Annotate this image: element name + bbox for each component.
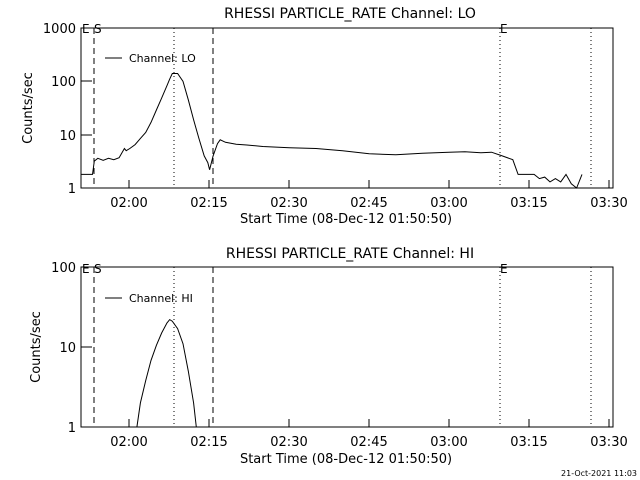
x-tick-label: 02:15 (190, 435, 227, 450)
marker-label: E (500, 262, 508, 276)
x-tick-label: 02:45 (350, 196, 387, 211)
x-tick-label: 03:30 (590, 435, 627, 450)
chart-title: RHESSI PARTICLE_RATE Channel: HI (226, 246, 474, 262)
x-tick-label: 03:15 (510, 196, 547, 211)
x-axis: 02:00 02:15 02:30 02:45 03:00 03:15 03:3… (110, 180, 628, 211)
x-tick-label: 02:30 (270, 435, 307, 450)
chart-title: RHESSI PARTICLE_RATE Channel: LO (224, 6, 476, 22)
x-tick-label: 02:00 (110, 435, 147, 450)
x-tick-label: 02:00 (110, 196, 147, 211)
y-tick-label: 1 (68, 421, 76, 436)
y-tick-label: 100 (51, 261, 76, 276)
plot-frame (80, 266, 614, 428)
y-axis-label: Counts/sec (21, 72, 36, 144)
x-tick-label: 03:30 (590, 196, 627, 211)
marker-label: E (82, 262, 90, 276)
x-axis: 02:00 02:15 02:30 02:45 03:00 03:15 03:3… (110, 419, 628, 450)
y-axis: 1 10 100 1000 (43, 22, 92, 197)
chart-panel-hi: RHESSI PARTICLE_RATE Channel: HI 1 10 10… (29, 246, 628, 467)
y-axis-label: Counts/sec (29, 311, 44, 383)
data-series-hi (136, 318, 197, 428)
legend-label: Channel: HI (129, 292, 193, 305)
chart-panel-lo: RHESSI PARTICLE_RATE Channel: LO 1 10 10… (21, 6, 628, 227)
y-tick-label: 100 (51, 75, 76, 90)
y-tick-label: 1 (68, 182, 76, 197)
y-tick-label: 10 (59, 341, 76, 356)
x-tick-label: 03:00 (430, 196, 467, 211)
marker-label: E (500, 22, 508, 36)
y-tick-label: 10 (59, 129, 76, 144)
timestamp: 21-Oct-2021 11:03 (561, 469, 637, 478)
legend: Channel: HI (105, 292, 193, 305)
data-series-lo (81, 73, 583, 189)
x-tick-label: 02:30 (270, 196, 307, 211)
legend: Channel: LO (105, 52, 196, 65)
x-axis-label: Start Time (08-Dec-12 01:50:50) (240, 452, 452, 467)
y-tick-label: 1000 (43, 22, 76, 37)
y-axis: 1 10 100 (51, 261, 92, 436)
event-markers: E S E (80, 262, 592, 427)
x-axis-label: Start Time (08-Dec-12 01:50:50) (240, 212, 452, 227)
x-tick-label: 03:15 (510, 435, 547, 450)
marker-label: S (94, 262, 102, 276)
x-tick-label: 02:15 (190, 196, 227, 211)
x-tick-label: 03:00 (430, 435, 467, 450)
marker-label: E (82, 22, 90, 36)
marker-label: S (94, 22, 102, 36)
legend-label: Channel: LO (129, 52, 196, 65)
x-tick-label: 02:45 (350, 435, 387, 450)
